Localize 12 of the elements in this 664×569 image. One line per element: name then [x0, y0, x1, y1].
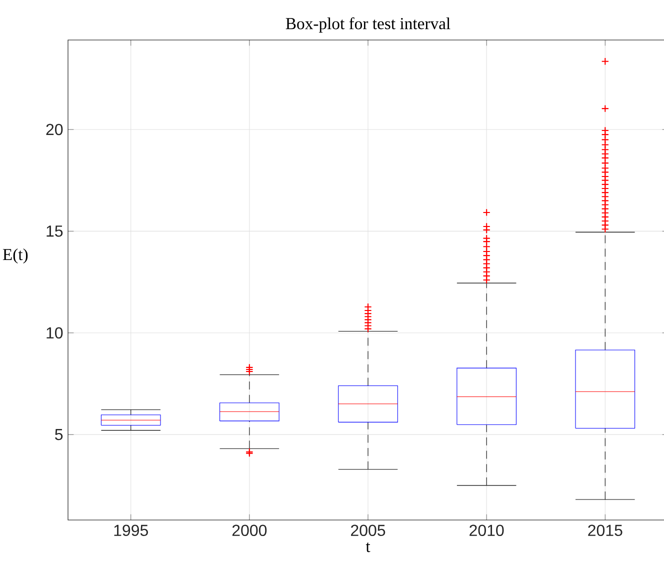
- x-axis-title: t: [366, 542, 370, 552]
- chart-title: Box-plot for test interval: [286, 17, 450, 33]
- x-tick-label: 2000: [232, 524, 267, 536]
- y-tick-label: 5: [55, 429, 63, 440]
- x-tick-label: 1995: [114, 524, 148, 536]
- x-tick-label: 2015: [588, 524, 622, 536]
- y-tick-label: 20: [46, 124, 63, 136]
- y-tick-label: 10: [46, 327, 63, 339]
- x-tick-label: 2005: [351, 524, 386, 536]
- y-tick-label: 15: [46, 226, 63, 237]
- y-axis-title: E(t): [2, 248, 28, 264]
- x-tick-label: 2010: [470, 524, 504, 536]
